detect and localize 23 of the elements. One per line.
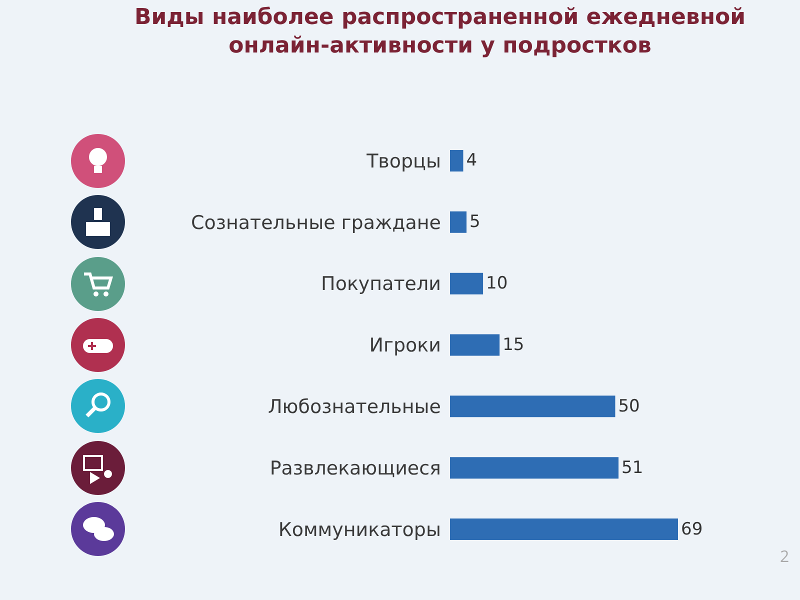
y-tick-label: Коммуникаторы [278,518,441,541]
y-tick-label: Игроки [369,334,441,357]
y-tick-label: Творцы [366,150,441,172]
bar [450,334,500,356]
bar [450,396,616,418]
y-tick-label: Развлекающиеся [270,458,441,480]
bar [450,457,619,479]
data-label: 15 [502,335,524,355]
bar [450,518,678,540]
bar [450,272,484,294]
data-label: 50 [618,396,640,416]
chart-title: Виды наиболее распространенной ежедневной онлайн-активности у подростков [134,5,746,59]
data-label: 69 [681,519,703,540]
y-tick-label: Покупатели [321,273,441,296]
data-label: 4 [466,150,478,171]
bar [450,150,464,172]
data-label: 10 [486,274,508,294]
bar [450,211,467,233]
data-label: 51 [622,458,644,478]
text: 2 [780,545,790,567]
y-tick-label: Сознательные граждане [190,212,441,234]
data-label: 5 [470,212,480,232]
y-tick-label: Любознательные [268,396,441,418]
